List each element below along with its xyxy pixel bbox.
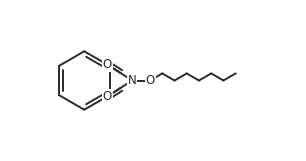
Text: O: O <box>103 58 112 71</box>
Text: N: N <box>128 74 136 87</box>
Text: O: O <box>103 90 112 103</box>
Text: O: O <box>145 74 155 87</box>
